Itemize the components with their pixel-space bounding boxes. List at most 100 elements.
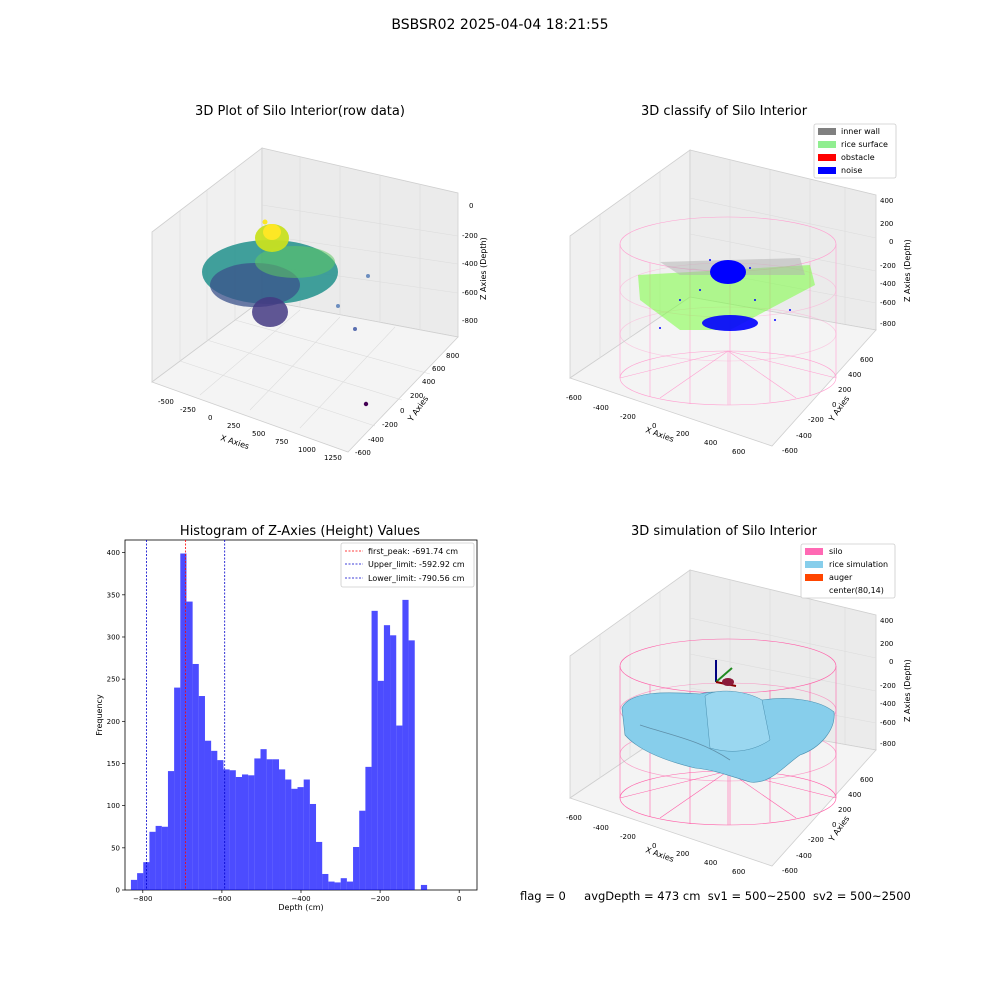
svg-text:-600: -600 (566, 394, 582, 402)
svg-text:0: 0 (652, 842, 656, 850)
svg-text:400: 400 (848, 371, 861, 379)
svg-text:-400: -400 (593, 404, 609, 412)
svg-text:-200: -200 (382, 421, 398, 429)
y-tick-label: 350 (107, 591, 120, 599)
histogram-bar (390, 635, 397, 890)
svg-text:inner wall: inner wall (841, 127, 880, 136)
svg-text:0: 0 (832, 821, 836, 829)
histogram-bar (316, 841, 323, 890)
x-tick-label: −400 (291, 895, 310, 903)
histogram-bar (137, 873, 144, 890)
histogram-x-label: Depth (cm) (278, 903, 323, 912)
svg-text:0: 0 (400, 407, 404, 415)
y-tick-label: 150 (107, 760, 120, 768)
svg-text:-400: -400 (368, 436, 384, 444)
histogram-bar (217, 760, 224, 890)
histogram-bar (353, 846, 360, 890)
svg-text:-600: -600 (880, 299, 896, 307)
histogram-bar (285, 779, 292, 890)
simulation-z-ticks: 400 200 0 -200 -400 -600 -800 (880, 617, 896, 748)
svg-text:Lower_limit: -790.56 cm: Lower_limit: -790.56 cm (368, 574, 465, 583)
legend-swatch-rice-simulation (805, 561, 823, 568)
histogram-bar (297, 787, 304, 890)
histogram-bar (279, 769, 286, 890)
histogram-bar (254, 758, 261, 890)
classify-y-ticks: -600 -400 -200 0 200 400 600 (782, 356, 873, 455)
histogram-bar (334, 882, 341, 890)
histogram-bar (155, 825, 162, 890)
x-tick-label: −800 (133, 895, 152, 903)
raw-z-ticks: 0 -200 -400 -600 -800 (462, 202, 478, 325)
histogram-bar (192, 663, 199, 890)
raw-scatter-3d: 0 -200 -400 -600 -800 -500 -250 0 250 50… (151, 147, 488, 462)
panel2-title: 3D classify of Silo Interior (640, 104, 808, 119)
histogram-y-ticks: 0 50 100 150 200 250 300 350 400 (107, 549, 125, 895)
svg-text:400: 400 (704, 859, 717, 867)
svg-text:200: 200 (838, 806, 851, 814)
svg-text:obstacle: obstacle (841, 153, 875, 162)
histogram-y-label: Frequency (95, 694, 104, 736)
x-tick-label: 0 (457, 895, 461, 903)
histogram-legend: first_peak: -691.74 cm Upper_limit: -592… (340, 542, 475, 588)
histogram-reference-lines (146, 540, 226, 890)
svg-text:600: 600 (860, 356, 873, 364)
raw-x-ticks: -500 -250 0 250 500 750 1000 1250 (158, 398, 342, 462)
svg-text:-600: -600 (880, 719, 896, 727)
svg-text:400: 400 (880, 617, 893, 625)
histogram-bars (130, 553, 428, 890)
classified-points (638, 258, 815, 331)
legend-swatch-rice-surface (818, 141, 836, 148)
histogram-bar (371, 610, 378, 890)
histogram-bar (211, 750, 218, 890)
svg-text:0: 0 (469, 202, 473, 210)
svg-text:rice surface: rice surface (841, 140, 888, 149)
auger-icon (715, 660, 737, 687)
histogram-bar (186, 601, 193, 890)
svg-text:-600: -600 (782, 867, 798, 875)
legend-swatch-obstacle (818, 154, 836, 161)
panel1-title: 3D Plot of Silo Interior(row data) (195, 104, 405, 119)
simulation-y-label: Y Axies (827, 814, 852, 844)
histogram-bar (309, 803, 317, 890)
svg-text:200: 200 (676, 430, 689, 438)
svg-text:-500: -500 (158, 398, 174, 406)
svg-text:-400: -400 (880, 280, 896, 288)
svg-text:silo: silo (829, 547, 843, 556)
classify-3d: inner wall rice surface obstacle noise 4… (566, 123, 912, 456)
histogram-bar (229, 770, 236, 890)
x-tick-label: −600 (212, 895, 231, 903)
histogram-bar (402, 599, 409, 890)
histogram-bar (161, 826, 168, 890)
svg-text:600: 600 (732, 868, 745, 876)
svg-text:1250: 1250 (324, 454, 342, 462)
svg-text:first_peak: -691.74 cm: first_peak: -691.74 cm (368, 547, 458, 556)
svg-text:-200: -200 (462, 232, 478, 240)
raw-x-label: X Axies (219, 433, 250, 451)
svg-text:400: 400 (422, 378, 435, 386)
histogram-bar (241, 774, 249, 890)
svg-text:600: 600 (432, 365, 445, 373)
svg-text:200: 200 (410, 392, 423, 400)
y-tick-label: 100 (107, 802, 120, 810)
classify-legend: inner wall rice surface obstacle noise (813, 123, 897, 179)
histogram-bar (291, 788, 298, 890)
sv1-text: sv1 = 500~2500 (707, 889, 806, 903)
histogram-bar (266, 759, 273, 890)
histogram-x-ticks: −800 −600 −400 −200 0 (133, 890, 461, 903)
svg-text:0: 0 (889, 238, 893, 246)
panel3-title: Histogram of Z-Axies (Height) Values (179, 524, 421, 539)
svg-text:-600: -600 (782, 447, 798, 455)
histogram-bar (346, 881, 354, 890)
histogram-bar (248, 775, 255, 890)
classify-x-ticks: -600 -400 -200 0 200 400 600 (566, 394, 745, 456)
y-tick-label: 300 (107, 633, 120, 641)
histogram-bar (420, 884, 428, 890)
svg-text:600: 600 (860, 776, 873, 784)
svg-text:-600: -600 (355, 449, 371, 457)
svg-text:400: 400 (848, 791, 861, 799)
y-tick-label: 0 (116, 887, 120, 895)
histogram-bar (328, 881, 335, 890)
histogram-bar (365, 766, 372, 890)
histogram-bar (260, 749, 267, 890)
svg-text:-200: -200 (880, 262, 896, 270)
